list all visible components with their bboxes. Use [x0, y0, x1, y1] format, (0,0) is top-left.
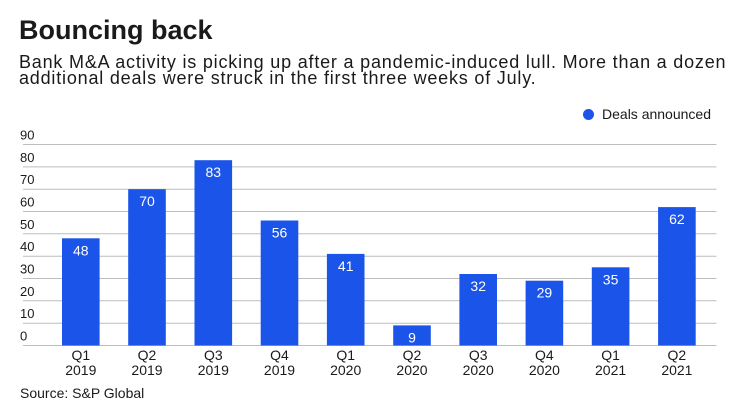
svg-text:80: 80	[20, 150, 34, 165]
svg-text:Q3: Q3	[469, 347, 488, 363]
svg-text:48: 48	[73, 242, 89, 258]
svg-text:35: 35	[603, 271, 619, 287]
svg-text:70: 70	[139, 193, 155, 209]
svg-text:Q4: Q4	[535, 347, 554, 363]
svg-text:83: 83	[206, 164, 222, 180]
svg-text:29: 29	[537, 285, 553, 301]
svg-text:30: 30	[20, 262, 34, 277]
svg-text:2019: 2019	[264, 362, 295, 378]
svg-text:9: 9	[408, 329, 416, 345]
svg-text:2019: 2019	[198, 362, 229, 378]
svg-text:60: 60	[20, 195, 34, 210]
svg-text:90: 90	[20, 128, 34, 143]
svg-text:10: 10	[20, 306, 34, 321]
svg-text:2019: 2019	[131, 362, 162, 378]
svg-text:56: 56	[272, 225, 288, 241]
svg-text:2019: 2019	[65, 362, 96, 378]
svg-text:Q4: Q4	[270, 347, 289, 363]
svg-text:2020: 2020	[529, 362, 560, 378]
svg-text:Q1: Q1	[601, 347, 620, 363]
svg-text:Q3: Q3	[204, 347, 223, 363]
svg-text:2021: 2021	[595, 362, 626, 378]
svg-text:0: 0	[20, 329, 27, 344]
svg-text:2020: 2020	[396, 362, 427, 378]
svg-text:20: 20	[20, 284, 34, 299]
svg-text:Q2: Q2	[138, 347, 157, 363]
svg-text:Q1: Q1	[71, 347, 90, 363]
svg-text:41: 41	[338, 258, 354, 274]
svg-text:50: 50	[20, 217, 34, 232]
svg-text:62: 62	[669, 211, 685, 227]
svg-text:Q1: Q1	[336, 347, 355, 363]
svg-text:2021: 2021	[661, 362, 692, 378]
svg-text:32: 32	[470, 278, 486, 294]
svg-text:Q2: Q2	[668, 347, 687, 363]
svg-text:Q2: Q2	[403, 347, 422, 363]
svg-text:70: 70	[20, 172, 34, 187]
svg-text:2020: 2020	[330, 362, 361, 378]
svg-text:2020: 2020	[463, 362, 494, 378]
svg-text:40: 40	[20, 239, 34, 254]
